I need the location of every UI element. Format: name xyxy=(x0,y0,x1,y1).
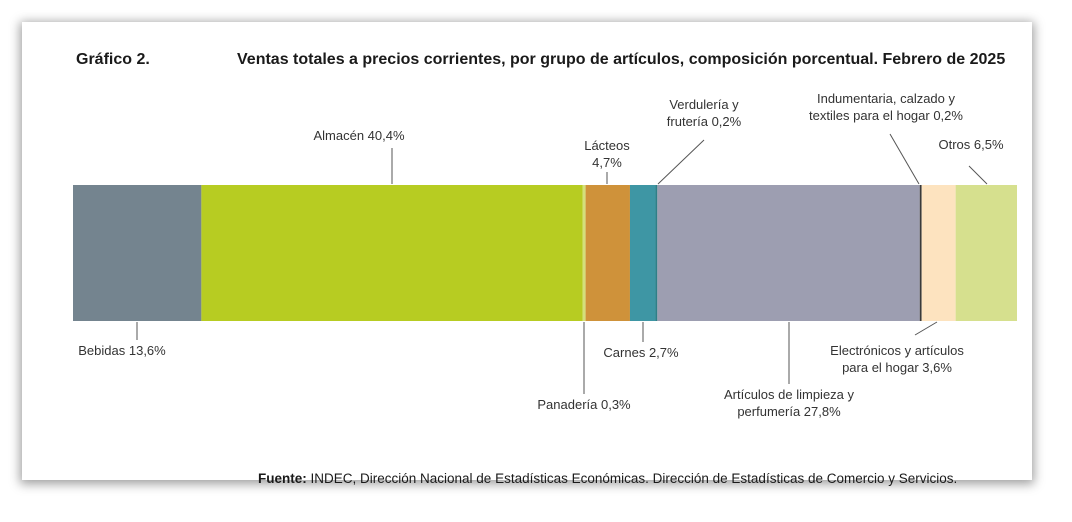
segment-label-line: para el hogar 3,6% xyxy=(842,360,952,375)
segment-labels: Bebidas 13,6% Almacén 40,4% Panadería 0,3%… xyxy=(78,91,1004,419)
leader-line-6 xyxy=(657,139,705,185)
segment-label-line: perfumería 27,8% xyxy=(737,404,841,419)
source-text: INDEC, Dirección Nacional de Estadística… xyxy=(306,471,958,486)
segment-label-2: Almacén 40,4% xyxy=(313,128,404,143)
leader-lines xyxy=(136,133,988,394)
leader-line-10 xyxy=(968,165,988,185)
segment-label-line: frutería 0,2% xyxy=(667,114,742,129)
segment-label-8: Indumentaria, calzado y textiles para el … xyxy=(809,91,963,123)
source-label: Fuente: xyxy=(258,471,307,486)
segment-label-line: Bebidas 13,6% xyxy=(78,343,166,358)
chart-title: Ventas totales a precios corrientes, por… xyxy=(237,51,1005,68)
segment-label-5: Carnes 2,7% xyxy=(603,345,679,360)
segment-label-line: Carnes 2,7% xyxy=(603,345,679,360)
leader-line-9 xyxy=(914,321,938,336)
segment-label-line: Indumentaria, calzado y xyxy=(817,91,956,106)
segment-label-10: Otros 6,5% xyxy=(938,137,1003,152)
segment-label-6: Verdulería y frutería 0,2% xyxy=(667,97,742,129)
leader-line-8 xyxy=(889,133,920,185)
segment-label-line: Panadería 0,3% xyxy=(537,397,631,412)
segment-label-line: textiles para el hogar 0,2% xyxy=(809,108,963,123)
chart-card: Gráfico 2. Ventas totales a precios corr… xyxy=(22,22,1032,486)
segment-label-4: Lácteos 4,7% xyxy=(584,138,630,170)
bar-segments xyxy=(73,185,1017,321)
segment-label-line: 4,7% xyxy=(592,155,622,170)
segment-label-7: Artículos de limpieza y perfumería 27,8% xyxy=(724,387,855,419)
segment-label-line: Almacén 40,4% xyxy=(313,128,404,143)
bar-segment-9 xyxy=(921,185,956,321)
segment-label-9: Electrónicos y artículos para el hogar 3,… xyxy=(830,343,964,375)
segment-label-3: Panadería 0,3% xyxy=(537,397,631,412)
figure-number: Gráfico 2. xyxy=(76,51,150,68)
bar-segment-2 xyxy=(201,185,583,321)
source-note: Fuente: INDEC, Dirección Nacional de Est… xyxy=(258,471,957,486)
segment-label-line: Otros 6,5% xyxy=(938,137,1003,152)
stacked-bar-chart: Gráfico 2. Ventas totales a precios corr… xyxy=(73,51,1017,419)
bar-segment-8 xyxy=(919,185,922,321)
bar-segment-4 xyxy=(585,185,630,321)
bar-segment-5 xyxy=(629,185,656,321)
segment-label-line: Lácteos xyxy=(584,138,630,153)
bar-segment-3 xyxy=(582,185,586,321)
segment-label-line: Artículos de limpieza y xyxy=(724,387,855,402)
bar-segment-7 xyxy=(657,185,920,321)
bar-segment-10 xyxy=(955,185,1017,321)
bar-segment-1 xyxy=(73,185,202,321)
segment-label-1: Bebidas 13,6% xyxy=(78,343,166,358)
segment-label-line: Verdulería y xyxy=(669,97,739,112)
segment-label-line: Electrónicos y artículos xyxy=(830,343,964,358)
bar-segment-6 xyxy=(655,185,658,321)
